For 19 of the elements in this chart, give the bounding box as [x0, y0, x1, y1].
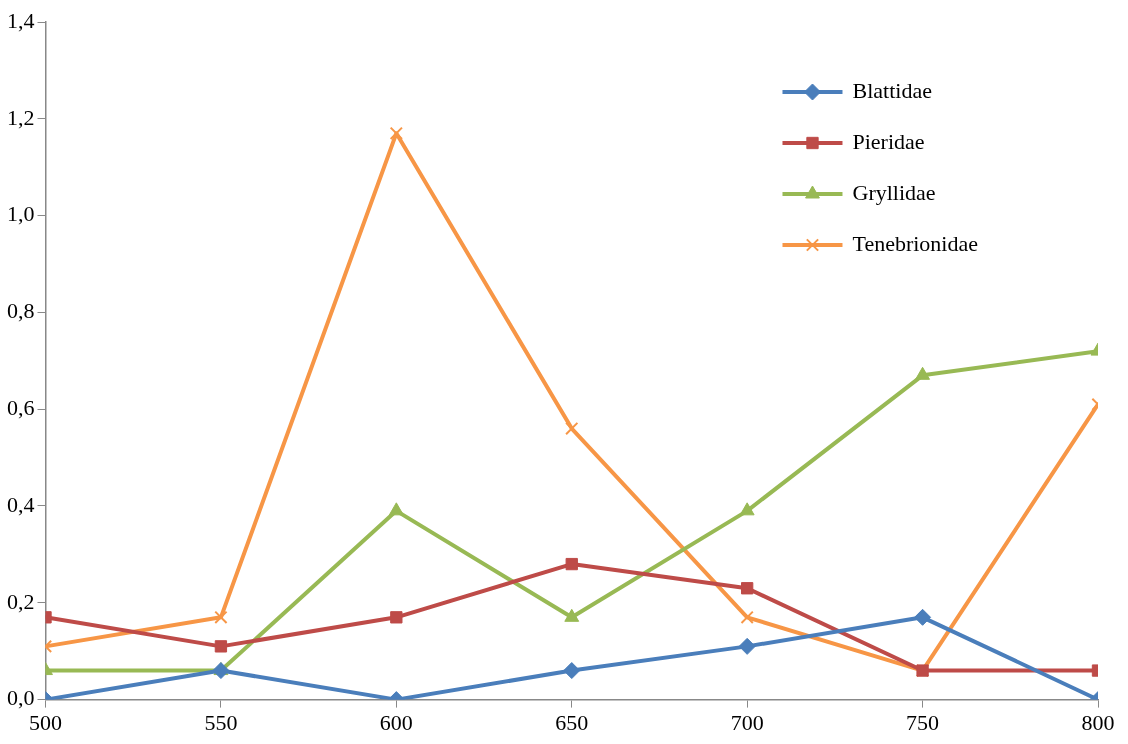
y-tick-label: 0,6 [7, 394, 35, 420]
y-tick-label: 0,8 [7, 298, 35, 324]
x-tick-label: 500 [29, 709, 62, 735]
y-tick-label: 1,0 [7, 201, 35, 227]
y-tick-label: 1,4 [7, 7, 35, 33]
x-tick-label: 600 [379, 709, 413, 735]
legend-label: Pieridae [852, 128, 925, 154]
y-tick-label: 0,2 [7, 588, 35, 614]
x-tick-label: 800 [1081, 709, 1115, 735]
x-tick-label: 750 [906, 709, 940, 735]
x-tick-label: 700 [730, 709, 764, 735]
legend-label: Gryllidae [852, 179, 936, 205]
y-tick-label: 0,4 [7, 491, 35, 517]
x-tick-label: 650 [555, 709, 589, 735]
x-tick-label: 550 [204, 709, 238, 735]
y-tick-label: 0,0 [7, 685, 35, 711]
legend-label: Blattidae [852, 77, 932, 103]
legend-label: Tenebrionidae [852, 230, 978, 256]
y-tick-label: 1,2 [7, 104, 35, 130]
